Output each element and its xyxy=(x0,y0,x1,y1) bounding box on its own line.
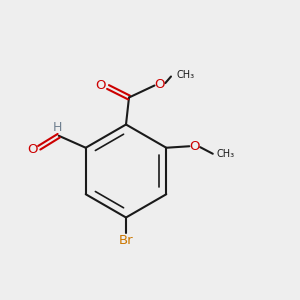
Text: H: H xyxy=(52,121,62,134)
Text: Br: Br xyxy=(119,233,133,247)
Text: CH₃: CH₃ xyxy=(216,149,235,159)
Text: O: O xyxy=(155,77,165,91)
Text: O: O xyxy=(95,79,106,92)
Text: CH₃: CH₃ xyxy=(176,70,194,80)
Text: O: O xyxy=(27,143,38,156)
Text: O: O xyxy=(190,140,200,153)
